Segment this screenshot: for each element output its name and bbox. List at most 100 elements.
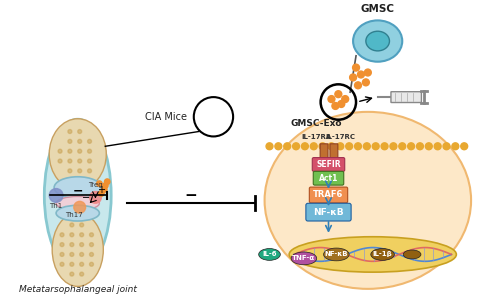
Circle shape (78, 169, 82, 173)
Circle shape (275, 143, 282, 150)
Ellipse shape (324, 248, 349, 261)
Circle shape (390, 143, 397, 150)
Ellipse shape (49, 119, 106, 189)
Circle shape (70, 243, 74, 246)
Circle shape (68, 159, 72, 163)
Circle shape (80, 233, 84, 237)
Circle shape (70, 223, 74, 227)
FancyBboxPatch shape (312, 158, 345, 171)
Text: Th17: Th17 (65, 212, 83, 218)
Circle shape (78, 159, 82, 163)
Circle shape (68, 139, 72, 143)
Circle shape (87, 139, 92, 143)
Circle shape (80, 272, 84, 276)
Circle shape (102, 187, 107, 192)
Circle shape (335, 91, 342, 98)
FancyBboxPatch shape (391, 92, 421, 102)
Circle shape (68, 149, 72, 153)
Circle shape (49, 188, 63, 202)
Circle shape (60, 243, 64, 246)
Circle shape (70, 272, 74, 276)
Circle shape (78, 130, 82, 134)
Text: IL-17RA: IL-17RA (301, 135, 332, 140)
Circle shape (68, 130, 72, 134)
Text: Th1: Th1 (49, 203, 63, 209)
Circle shape (74, 201, 85, 213)
Circle shape (70, 253, 74, 257)
Circle shape (90, 192, 101, 203)
Circle shape (452, 143, 459, 150)
Circle shape (443, 143, 450, 150)
Ellipse shape (54, 177, 101, 198)
Text: SEFIR: SEFIR (316, 160, 341, 169)
FancyBboxPatch shape (309, 187, 348, 203)
Circle shape (78, 149, 82, 153)
Circle shape (342, 96, 348, 102)
Ellipse shape (366, 31, 389, 51)
Circle shape (90, 253, 94, 257)
Circle shape (425, 143, 432, 150)
Ellipse shape (264, 112, 471, 289)
Circle shape (87, 169, 92, 173)
Circle shape (353, 64, 360, 71)
Text: NF-κB: NF-κB (324, 251, 348, 257)
Circle shape (80, 223, 84, 227)
Circle shape (363, 143, 370, 150)
Text: GMSC-Exo: GMSC-Exo (291, 119, 342, 127)
Text: NF-κB: NF-κB (313, 208, 344, 217)
Circle shape (338, 101, 345, 107)
Circle shape (434, 143, 441, 150)
Ellipse shape (403, 250, 421, 259)
Circle shape (80, 243, 84, 246)
Ellipse shape (371, 249, 395, 260)
Circle shape (355, 82, 361, 89)
Circle shape (381, 143, 388, 150)
Text: IL-17RC: IL-17RC (325, 135, 355, 140)
Circle shape (60, 253, 64, 257)
Circle shape (355, 143, 361, 150)
Circle shape (87, 149, 92, 153)
Text: Act1: Act1 (319, 174, 338, 183)
Circle shape (68, 169, 72, 173)
Text: IL-6: IL-6 (262, 251, 277, 257)
Circle shape (105, 179, 110, 185)
FancyBboxPatch shape (306, 203, 351, 221)
Text: +: + (97, 185, 105, 196)
Circle shape (80, 262, 84, 266)
Text: CIA Mice: CIA Mice (145, 112, 187, 122)
FancyBboxPatch shape (313, 171, 344, 185)
Circle shape (372, 143, 379, 150)
Text: −: − (72, 184, 83, 197)
Ellipse shape (52, 213, 103, 286)
Circle shape (96, 181, 102, 186)
Circle shape (328, 143, 335, 150)
Ellipse shape (259, 249, 280, 260)
Text: −: − (82, 193, 90, 203)
Circle shape (70, 233, 74, 237)
Circle shape (60, 233, 64, 237)
Circle shape (362, 79, 369, 86)
Circle shape (358, 71, 364, 78)
Circle shape (90, 262, 94, 266)
Circle shape (332, 102, 339, 109)
Circle shape (98, 191, 104, 196)
Text: IL-1β: IL-1β (372, 251, 393, 257)
Circle shape (70, 262, 74, 266)
FancyBboxPatch shape (330, 144, 338, 163)
Circle shape (364, 69, 371, 76)
Circle shape (87, 159, 92, 163)
Text: GMSC: GMSC (360, 4, 395, 13)
Circle shape (58, 149, 62, 153)
Circle shape (301, 143, 308, 150)
Ellipse shape (353, 20, 402, 62)
Circle shape (284, 143, 291, 150)
Circle shape (337, 143, 344, 150)
Circle shape (346, 143, 353, 150)
Text: Treg: Treg (88, 181, 103, 188)
Circle shape (349, 74, 357, 81)
Circle shape (90, 233, 94, 237)
Circle shape (58, 159, 62, 163)
FancyBboxPatch shape (320, 144, 328, 163)
Circle shape (310, 143, 317, 150)
Circle shape (60, 262, 64, 266)
